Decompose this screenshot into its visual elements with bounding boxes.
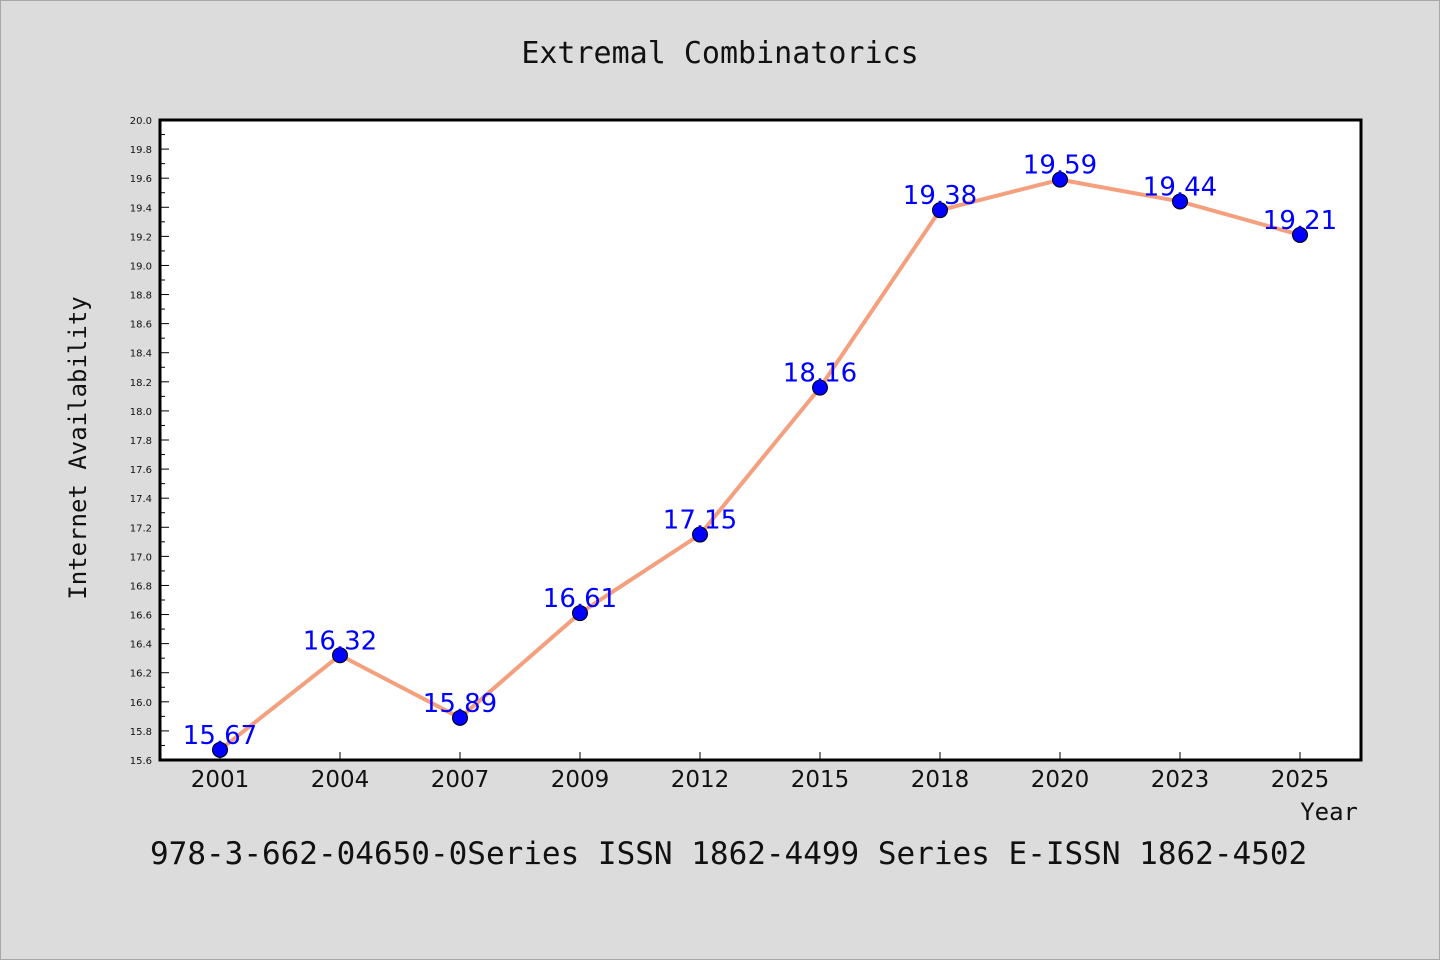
data-label: 18.16 [783, 359, 857, 389]
x-tick-label: 2009 [551, 767, 610, 793]
data-point [692, 526, 708, 543]
chart-title: Extremal Combinatorics [521, 36, 918, 71]
x-tick-label: 2018 [911, 767, 970, 793]
series-line [218, 177, 1301, 752]
data-label: 16.61 [543, 584, 617, 614]
y-tick-label: 17.8 [130, 436, 152, 447]
x-tick-label: 2023 [1151, 767, 1210, 793]
y-tick-label: 16.0 [130, 698, 152, 709]
y-tick-label: 15.6 [130, 756, 152, 767]
data-label: 19.59 [1023, 151, 1097, 181]
y-tick-label: 15.8 [130, 727, 152, 738]
y-tick-label: 17.2 [130, 523, 152, 534]
footer-isbn-text: 978-3-662-04650-0Series ISSN 1862-4499 S… [150, 836, 1307, 872]
y-tick-label: 16.8 [130, 581, 152, 592]
data-point [1172, 193, 1188, 210]
x-tick-label: 2007 [431, 767, 490, 793]
y-tick-label: 20.0 [130, 116, 152, 127]
data-point [932, 202, 948, 219]
y-tick-label: 18.4 [130, 349, 152, 360]
data-label: 19.38 [903, 181, 977, 211]
y-tick-label: 19.6 [130, 174, 152, 185]
data-label: 17.15 [663, 506, 737, 536]
x-tick-label: 2001 [191, 767, 250, 793]
y-tick-label: 16.6 [130, 611, 152, 622]
y-axis-label: Internet Availability [64, 296, 92, 599]
data-labels: 15.67 16.32 15.89 16.61 17.15 18.16 19.38 19.59… [183, 151, 1337, 751]
y-tick-label: 19.8 [130, 145, 152, 156]
y-tick-label: 19.4 [130, 203, 152, 214]
y-tick-label: 16.4 [130, 640, 152, 651]
y-tick-label: 18.2 [130, 378, 152, 389]
data-point [1052, 171, 1068, 188]
x-axis-label: Year [1300, 798, 1358, 826]
x-tick-label: 2020 [1031, 767, 1090, 793]
x-tick-label: 2004 [311, 767, 370, 793]
y-tick-label: 18.0 [130, 407, 152, 418]
y-tick-label: 17.0 [130, 552, 152, 563]
y-tick-label: 19.0 [130, 261, 152, 272]
data-point [452, 709, 468, 726]
data-point [572, 605, 588, 622]
y-tick-label: 18.6 [130, 320, 152, 331]
data-point [212, 741, 228, 758]
x-axis: 2001 2004 2007 2009 2012 2015 2018 2020 2023 2025 [191, 752, 1330, 793]
series-markers [212, 171, 1308, 758]
data-label: 15.67 [183, 721, 257, 751]
y-tick-label: 16.2 [130, 669, 152, 680]
y-tick-label: 17.4 [130, 494, 152, 505]
data-point [1292, 226, 1308, 243]
y-tick-label: 18.8 [130, 291, 152, 302]
y-tick-label: 19.2 [130, 232, 152, 243]
data-label: 16.32 [303, 626, 377, 656]
y-axis: 15.6 15.8 16.0 16.2 16.4 16.6 16.8 17.0 17.2 17.4… [130, 116, 169, 767]
x-tick-label: 2012 [671, 767, 730, 793]
data-point [332, 647, 348, 664]
data-label: 15.89 [423, 689, 497, 719]
x-tick-label: 2015 [791, 767, 850, 793]
data-point [812, 379, 828, 396]
data-label: 19.21 [1263, 206, 1337, 236]
x-tick-label: 2025 [1271, 767, 1330, 793]
plot-area [158, 118, 1363, 762]
data-label: 19.44 [1143, 172, 1217, 202]
y-tick-label: 17.6 [130, 465, 152, 476]
